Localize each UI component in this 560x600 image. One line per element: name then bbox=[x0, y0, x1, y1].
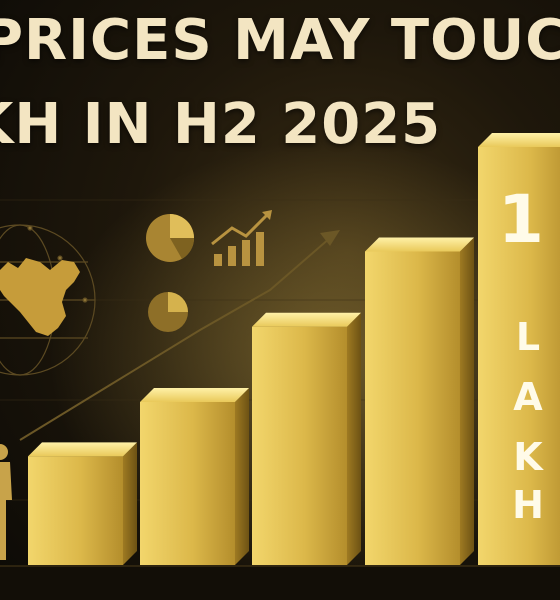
gold-bar-2 bbox=[140, 387, 249, 565]
gold-bar-front bbox=[140, 401, 235, 565]
gold-bar-top bbox=[140, 387, 249, 402]
lakh-letter-h: H bbox=[512, 483, 544, 527]
pie-chart-small-icon bbox=[148, 292, 188, 332]
gold-bar-side bbox=[123, 442, 137, 565]
gold-bar-3 bbox=[252, 312, 361, 565]
gold-bar-front bbox=[28, 456, 123, 565]
pie-chart-icon bbox=[146, 214, 195, 262]
gold-bar-top bbox=[478, 133, 560, 147]
person-icon bbox=[0, 444, 12, 560]
headline-line-1: PRICES MAY TOUCH bbox=[0, 8, 560, 73]
gold-bar-top bbox=[252, 312, 361, 327]
gold-bar-side bbox=[347, 312, 361, 565]
lakh-letter-a: A bbox=[513, 375, 543, 419]
lakh-letter-l: L bbox=[516, 315, 540, 359]
gold-bar-front bbox=[252, 326, 347, 565]
india-map-icon bbox=[0, 258, 80, 336]
gold-bar-5 bbox=[478, 133, 560, 565]
gold-bar-1 bbox=[28, 442, 137, 565]
lakh-label: 1 L A K H bbox=[498, 181, 544, 527]
lakh-letter-k: K bbox=[513, 435, 544, 479]
gold-bar-4 bbox=[365, 237, 474, 565]
gold-bar-side bbox=[460, 237, 474, 565]
gold-bar-top bbox=[28, 442, 137, 457]
india-map-detail bbox=[20, 298, 32, 308]
lakh-number: 1 bbox=[498, 181, 544, 258]
gold-bar-front bbox=[365, 251, 460, 565]
bar-group bbox=[28, 133, 560, 565]
gold-bar-front bbox=[478, 147, 560, 565]
gold-bar-top bbox=[365, 237, 474, 252]
bar-chart-trend-icon bbox=[211, 210, 272, 266]
trend-arrow-icon bbox=[19, 230, 340, 441]
gold-bar-side bbox=[235, 387, 249, 565]
floor bbox=[0, 566, 560, 600]
